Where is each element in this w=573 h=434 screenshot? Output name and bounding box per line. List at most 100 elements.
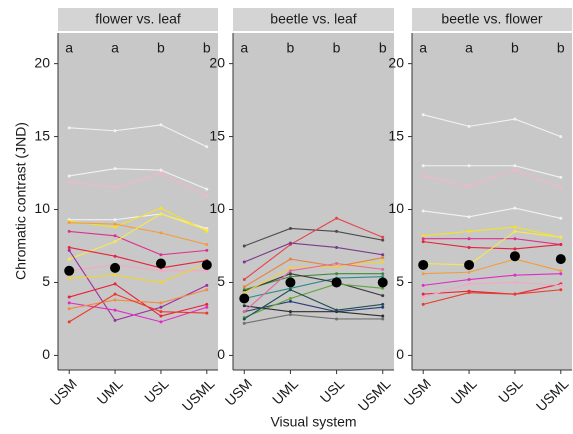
data-point <box>421 209 425 213</box>
y-tick-label: 10 <box>209 200 225 216</box>
x-tick-label: USML <box>533 375 572 414</box>
data-point <box>421 283 425 287</box>
y-tick-label: 10 <box>34 200 50 216</box>
data-point <box>159 171 163 175</box>
data-line <box>423 258 561 275</box>
data-line <box>69 168 208 190</box>
data-point <box>467 215 471 219</box>
significance-letter: a <box>240 40 248 56</box>
y-tick-label: 0 <box>396 346 404 362</box>
data-point <box>67 276 71 280</box>
data-point <box>113 234 117 238</box>
data-point <box>513 273 517 277</box>
data-point <box>559 135 563 139</box>
x-tick-label: UML <box>94 375 126 407</box>
data-point <box>381 314 385 318</box>
data-point <box>421 113 425 117</box>
data-point <box>335 264 339 268</box>
data-point <box>205 194 209 198</box>
data-line <box>423 226 561 238</box>
data-point <box>381 272 385 276</box>
x-axis-title: Visual system <box>270 414 356 430</box>
data-point <box>159 212 163 216</box>
data-point <box>67 320 71 324</box>
data-point <box>159 206 163 210</box>
significance-letter: b <box>557 40 565 56</box>
data-point <box>513 292 517 296</box>
data-point <box>335 262 339 266</box>
data-line <box>69 262 208 284</box>
data-point <box>159 253 163 257</box>
data-line <box>423 114 561 138</box>
data-point <box>513 247 517 251</box>
data-point <box>205 243 209 247</box>
data-point <box>205 187 209 191</box>
data-point <box>467 237 471 241</box>
data-point <box>67 295 71 299</box>
data-point <box>421 237 425 241</box>
significance-letter: b <box>379 40 387 56</box>
data-point <box>288 269 292 273</box>
data-line <box>69 207 208 232</box>
data-line <box>69 230 207 256</box>
data-point <box>381 317 385 321</box>
data-point <box>381 235 385 239</box>
significance-letter: b <box>333 40 341 56</box>
data-point <box>113 240 117 244</box>
data-line <box>69 124 208 148</box>
data-point <box>159 310 163 314</box>
data-point <box>335 216 339 220</box>
data-point <box>159 280 163 284</box>
data-point <box>67 245 71 249</box>
data-line <box>244 300 383 313</box>
y-tick-label: 10 <box>388 200 404 216</box>
data-point <box>467 278 471 282</box>
data-point <box>113 318 117 322</box>
data-line <box>69 213 207 230</box>
data-point <box>288 313 292 317</box>
data-point <box>381 238 385 242</box>
panel-title: beetle vs. leaf <box>270 11 356 27</box>
y-tick-label: 15 <box>388 127 404 143</box>
data-point <box>559 269 563 273</box>
y-tick-label: 20 <box>388 54 404 70</box>
data-point <box>67 301 71 305</box>
data-line <box>423 230 561 266</box>
data-line <box>423 238 561 246</box>
data-point <box>467 229 471 233</box>
data-point <box>242 321 246 325</box>
data-point <box>67 229 71 233</box>
data-point <box>242 285 246 289</box>
y-tick-label: 5 <box>217 273 225 289</box>
data-point <box>67 221 71 225</box>
mean-point <box>201 259 212 270</box>
panel-background <box>58 33 218 370</box>
mean-point <box>239 293 250 304</box>
data-point <box>113 282 117 286</box>
y-tick-label: 5 <box>42 273 50 289</box>
data-point <box>242 310 246 314</box>
data-point <box>288 297 292 301</box>
data-point <box>513 280 517 284</box>
data-point <box>159 231 163 235</box>
data-point <box>159 320 163 324</box>
data-point <box>205 283 209 287</box>
data-line <box>68 293 207 323</box>
data-line <box>243 217 383 280</box>
data-point <box>559 235 563 239</box>
x-tick-label: USL <box>317 375 348 406</box>
data-line <box>244 273 383 297</box>
data-line <box>423 289 561 305</box>
data-point <box>513 229 517 233</box>
data-point <box>513 206 517 210</box>
data-point <box>159 301 163 305</box>
mean-point <box>418 259 429 270</box>
data-point <box>67 180 71 184</box>
data-point <box>421 272 425 276</box>
x-tick-label: USL <box>141 375 172 406</box>
data-point <box>113 129 117 133</box>
x-tick-label: UML <box>269 375 301 407</box>
data-line <box>423 281 561 298</box>
data-point <box>67 126 71 130</box>
